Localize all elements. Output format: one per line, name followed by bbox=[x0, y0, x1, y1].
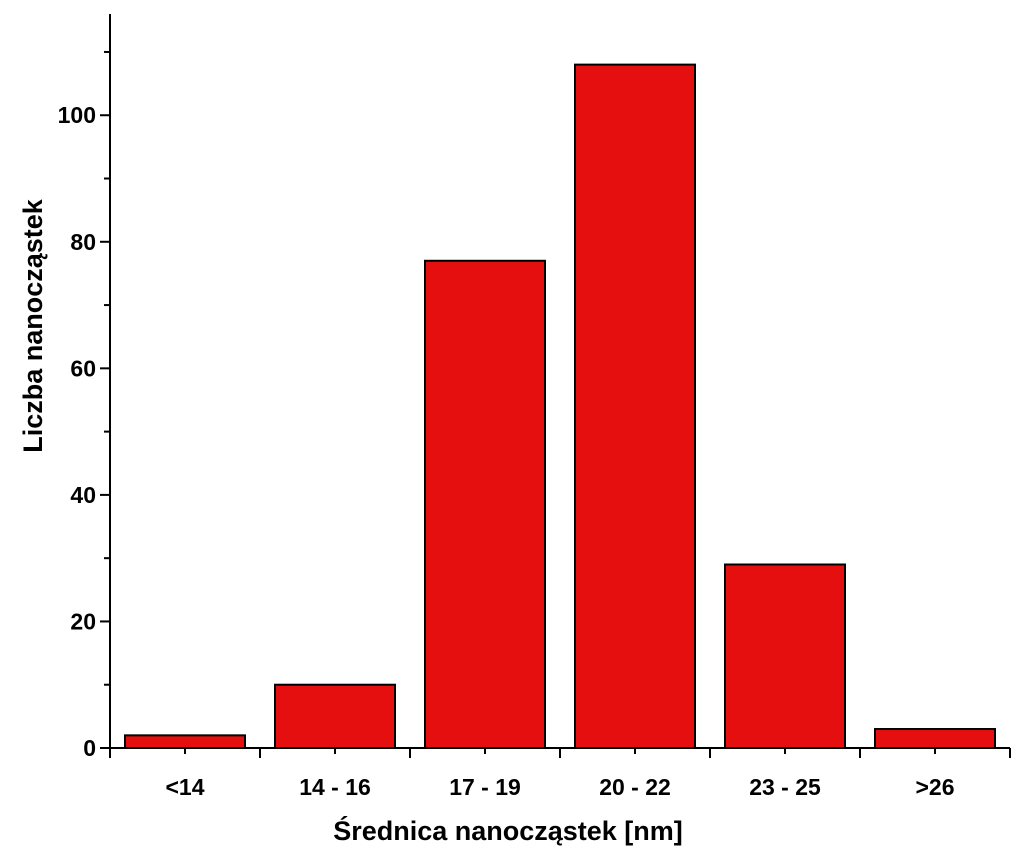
axes-layer bbox=[109, 14, 1010, 749]
y-tick-label: 20 bbox=[70, 608, 96, 634]
y-tick-label: 80 bbox=[70, 229, 96, 255]
y-axis-title: Liczba nanocząstek bbox=[18, 198, 48, 453]
x-tick-label: 14 - 16 bbox=[299, 774, 371, 800]
x-ticks-layer: <14 14 - 16 17 - 19 20 - 22 23 - 25 >26 bbox=[109, 748, 1011, 800]
x-axis-title: Średnica nanocząstek [nm] bbox=[333, 815, 683, 846]
y-tick-label: 100 bbox=[58, 102, 96, 128]
x-tick-label: 20 - 22 bbox=[599, 774, 671, 800]
x-tick-label: 23 - 25 bbox=[749, 774, 821, 800]
y-tick-label: 0 bbox=[83, 735, 96, 761]
y-tick-label: 60 bbox=[70, 355, 96, 381]
bar-5 bbox=[874, 728, 996, 749]
x-tick-label: 17 - 19 bbox=[449, 774, 521, 800]
bar-1 bbox=[274, 683, 396, 749]
bar-2 bbox=[424, 259, 546, 749]
y-ticks-layer: 0 20 40 60 80 100 bbox=[58, 50, 110, 761]
x-tick-label: <14 bbox=[165, 774, 204, 800]
y-tick-label: 40 bbox=[70, 482, 96, 508]
x-tick-label: >26 bbox=[915, 774, 954, 800]
bars-layer bbox=[124, 63, 996, 750]
bar-0 bbox=[124, 734, 246, 750]
bar-4 bbox=[724, 563, 846, 749]
bar-3 bbox=[574, 63, 696, 750]
